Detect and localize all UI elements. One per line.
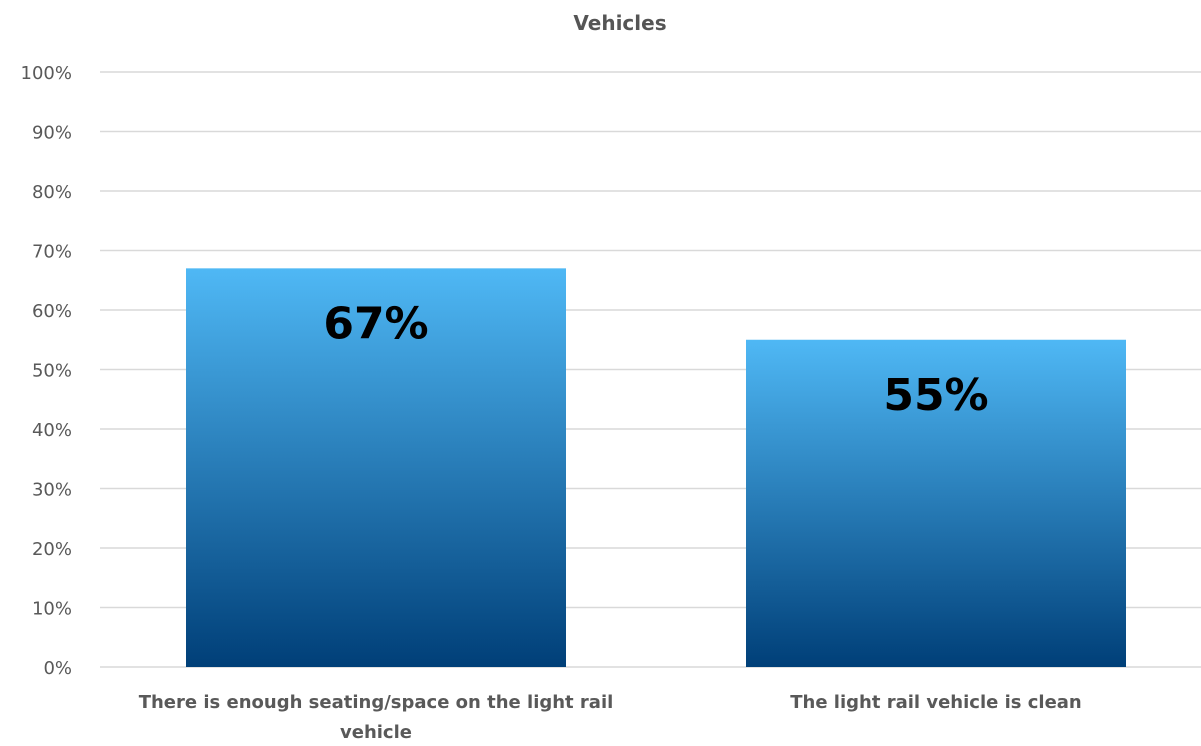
x-axis-categories: There is enough seating/space on the lig… — [139, 692, 1082, 743]
data-label: 67% — [323, 298, 428, 349]
category-label: The light rail vehicle is clean — [790, 692, 1082, 713]
y-tick-label: 70% — [32, 242, 72, 263]
y-tick-label: 100% — [21, 63, 72, 84]
category-label: There is enough seating/space on the lig… — [139, 692, 614, 743]
y-tick-label: 20% — [32, 539, 72, 560]
y-tick-label: 30% — [32, 480, 72, 501]
y-tick-label: 50% — [32, 361, 72, 382]
data-labels: 67% 55% — [323, 298, 988, 420]
bar — [186, 268, 566, 667]
y-tick-label: 90% — [32, 123, 72, 144]
y-tick-label: 60% — [32, 301, 72, 322]
data-label: 55% — [883, 370, 988, 421]
y-tick-label: 10% — [32, 599, 72, 620]
bars — [186, 268, 1126, 667]
bar — [746, 339, 1126, 667]
y-tick-label: 80% — [32, 182, 72, 203]
chart-title: Vehicles — [573, 11, 666, 35]
y-tick-label: 40% — [32, 420, 72, 441]
y-axis-ticks: 0% 10% 20% 30% 40% 50% 60% 70% 80% 90% 100% — [21, 63, 72, 679]
y-tick-label: 0% — [43, 658, 72, 679]
